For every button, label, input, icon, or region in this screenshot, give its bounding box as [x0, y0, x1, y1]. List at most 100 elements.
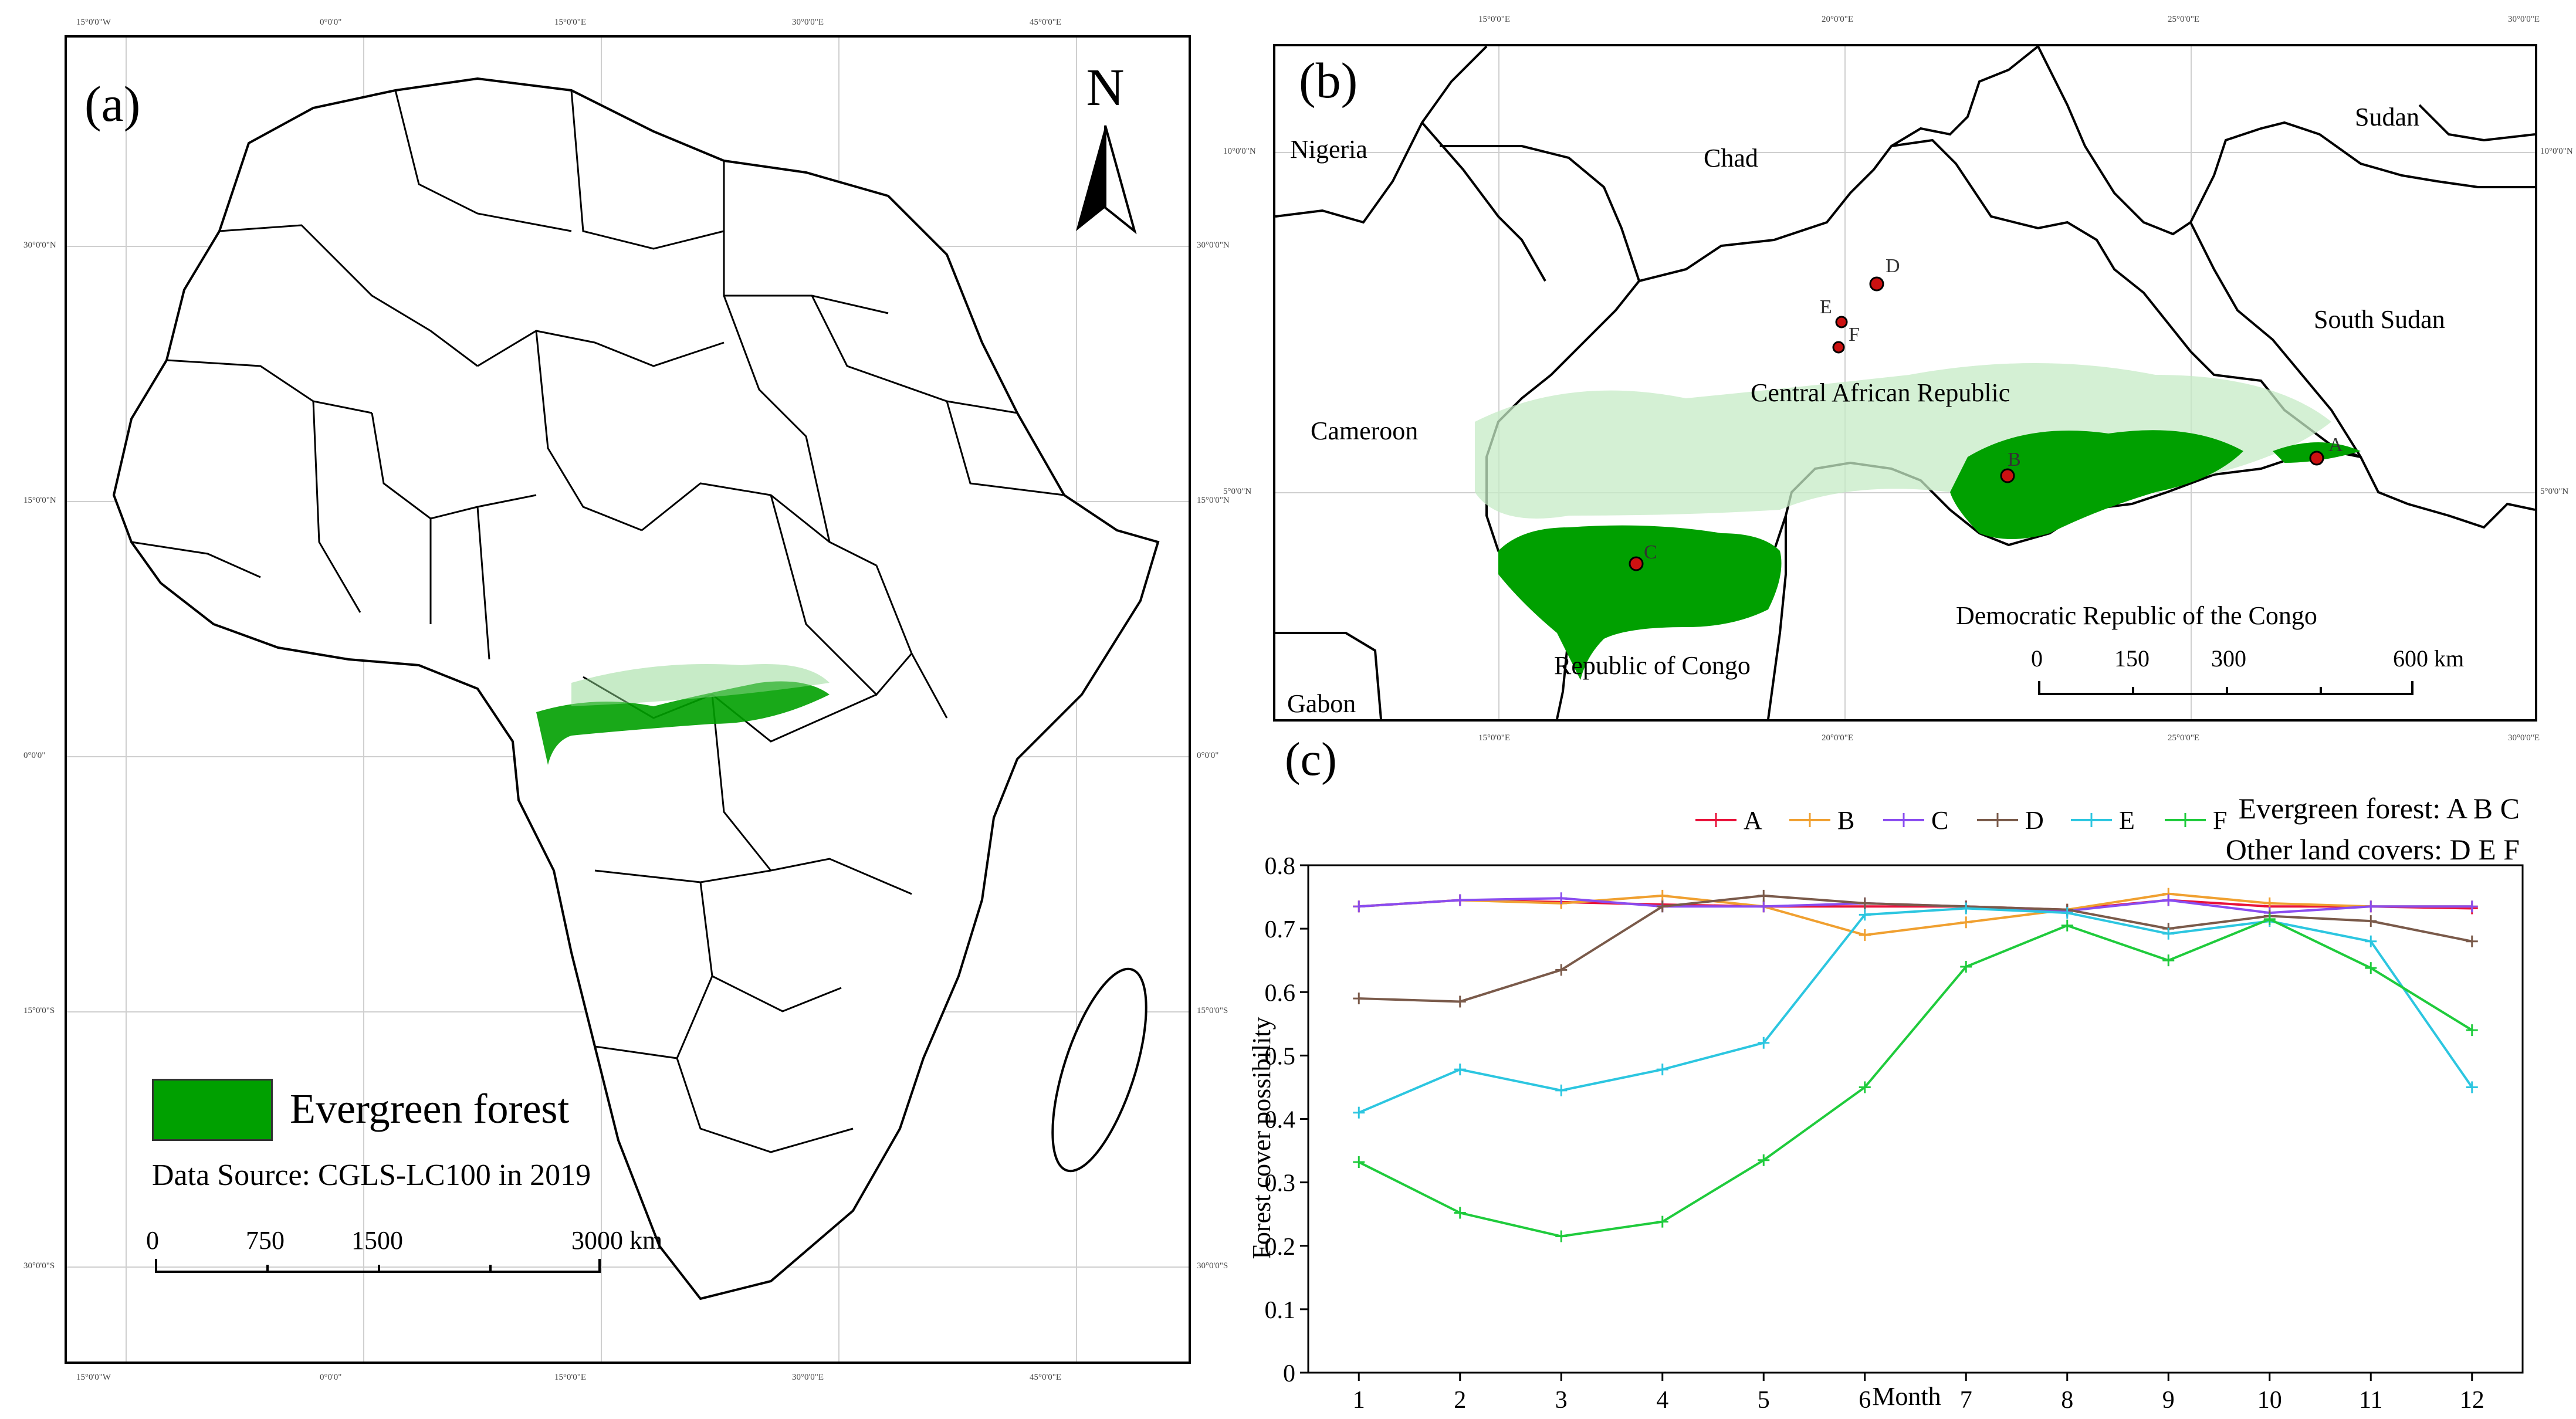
lon-tick: 30°0'0"E	[792, 18, 824, 27]
scale-label: 600 km	[2393, 645, 2465, 672]
series-line-B	[1359, 892, 2472, 936]
country-label: Central African Republic	[1751, 378, 2010, 407]
data-source: Data Source: CGLS-LC100 in 2019	[152, 1159, 591, 1192]
lon-tick: 15°0'0"E	[554, 1373, 586, 1382]
series-line-D	[1359, 894, 2473, 1003]
lat-tick: 5°0'0"N	[2540, 487, 2569, 496]
chart-ticks: 00.10.20.30.40.50.60.70.81 2 3 4 5 6 7 8 9 10 11 12	[1265, 853, 2484, 1414]
lon-tick: 20°0'0"E	[1822, 15, 1853, 24]
scale-label: 300	[2211, 645, 2246, 672]
data-point-F	[1758, 1154, 1770, 1166]
africa-map	[112, 77, 1160, 1301]
point-F: F	[1832, 324, 1860, 354]
lat-tick: 10°0'0"N	[1223, 147, 1256, 156]
data-point-F	[2061, 919, 2073, 932]
legend-item-F: F	[2165, 806, 2227, 835]
legend-swatch	[152, 1079, 273, 1141]
lat-tick: 15°0'0"N	[1197, 496, 1230, 505]
point-E: E	[1820, 296, 1848, 328]
lat-tick: 15°0'0"S	[1197, 1006, 1228, 1015]
y-axis-label: Forest cover possibility	[1247, 1017, 1276, 1259]
data-point-E	[2162, 927, 2175, 940]
lon-tick: 45°0'0"E	[1030, 1373, 1061, 1382]
panel-b-map: (b) Nigeria Chad Sudan South Sudan Camer…	[1273, 44, 2537, 722]
lat-tick: 30°0'0"S	[23, 1261, 55, 1271]
legend-item-B: B	[1789, 806, 1854, 835]
chart-axes	[1307, 864, 2524, 1374]
svg-text:A: A	[1744, 806, 1762, 835]
country-label: South Sudan	[2314, 305, 2445, 334]
chart-title-line-2: Other land covers: D E F	[2226, 833, 2520, 866]
series-line-F	[1358, 917, 2473, 1238]
data-point-D	[1555, 964, 1568, 976]
madagascar	[1051, 967, 1147, 1173]
lat-tick: 15°0'0"S	[23, 1006, 55, 1015]
lon-tick: 25°0'0"E	[2168, 15, 2199, 24]
scale-label: 0	[2031, 645, 2043, 672]
data-point-F	[2162, 954, 2175, 967]
y-tick-label: 0.6	[1265, 980, 1296, 1007]
panel-a-label: (a)	[84, 76, 141, 132]
grid-line	[67, 1266, 1189, 1268]
point-B: B	[2000, 449, 2021, 483]
data-point-B	[1656, 889, 1668, 902]
x-axis-label: Month	[1872, 1382, 1941, 1411]
svg-text:D: D	[2025, 806, 2044, 835]
chart-series	[1353, 888, 2478, 1242]
svg-text:B: B	[2008, 449, 2021, 470]
y-tick-label: 0.5	[1265, 1043, 1296, 1070]
x-tick-label: 12	[2460, 1387, 2484, 1414]
data-point-C	[1353, 900, 1365, 913]
series-line-E	[1358, 907, 2473, 1114]
data-point-B	[1960, 916, 1972, 929]
lon-tick: 15°0'0"E	[1478, 733, 1510, 743]
data-point-D	[1758, 889, 1770, 902]
data-point-C	[1758, 900, 1770, 913]
scale-label: 0	[146, 1226, 159, 1255]
svg-text:C: C	[1644, 541, 1657, 563]
x-tick-label: 9	[2162, 1387, 2175, 1414]
sample-points: A B C D E F	[1629, 255, 2343, 571]
data-point-D	[1454, 995, 1466, 1008]
legend-item-D: D	[1977, 806, 2044, 835]
country-label: Nigeria	[1290, 135, 1367, 164]
data-point-C	[1454, 894, 1466, 906]
country-label: Republic of Congo	[1554, 651, 1751, 680]
grid-line	[1275, 492, 2535, 493]
evergreen-forest-region	[1498, 525, 1782, 680]
legend-item-E: E	[2071, 806, 2135, 835]
lat-tick: 0°0'0"	[23, 751, 46, 760]
data-point-E	[1454, 1064, 1466, 1076]
country-label: Sudan	[2355, 103, 2419, 131]
x-tick-label: 5	[1758, 1387, 1770, 1414]
y-tick-label: 0	[1283, 1360, 1295, 1387]
lon-tick: 30°0'0"E	[792, 1373, 824, 1382]
y-tick-label: 0.1	[1265, 1297, 1296, 1324]
scale-bar-b	[2038, 680, 2413, 697]
scale-bar-a	[155, 1258, 601, 1275]
svg-text:A: A	[2328, 434, 2343, 456]
svg-text:E: E	[2119, 806, 2135, 835]
lon-tick: 25°0'0"E	[2168, 733, 2199, 743]
data-point-D	[2466, 935, 2478, 947]
lat-tick: 30°0'0"N	[1197, 241, 1230, 250]
legend-item-C: C	[1883, 806, 1948, 835]
lat-tick: 5°0'0"N	[1223, 487, 1252, 496]
data-point-D	[1656, 900, 1668, 913]
grid-line	[1275, 152, 2535, 153]
forest-scatter	[571, 664, 830, 706]
scale-label: 3000 km	[571, 1226, 663, 1255]
lat-tick: 30°0'0"S	[1197, 1261, 1228, 1271]
data-point-C	[1555, 892, 1568, 905]
lon-tick: 45°0'0"E	[1030, 18, 1061, 27]
svg-text:C: C	[1931, 806, 1948, 835]
lat-tick: 10°0'0"N	[2540, 147, 2573, 156]
y-tick-label: 0.8	[1265, 853, 1296, 880]
panel-a-map: (a) N Evergreen forest Data Source: CGLS…	[65, 35, 1191, 1364]
data-point-F	[1859, 1081, 1871, 1093]
svg-text:D: D	[1886, 255, 1900, 277]
lat-tick: 0°0'0"	[1197, 751, 1219, 760]
panel-c-label: (c)	[1285, 734, 1337, 785]
x-tick-label: 4	[1656, 1387, 1668, 1414]
x-tick-label: 8	[2061, 1387, 2073, 1414]
